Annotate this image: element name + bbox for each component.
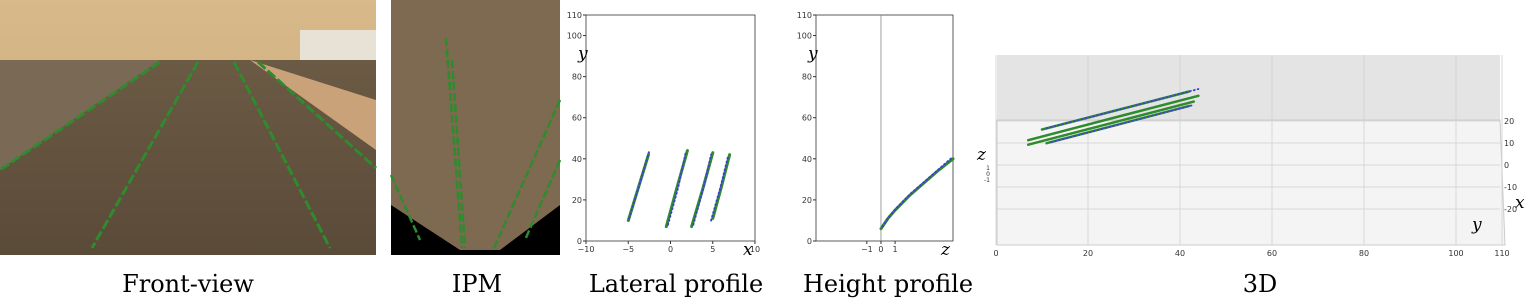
lane-line <box>879 157 955 231</box>
z-tick-label: 0 <box>986 171 990 178</box>
y-tick-label: 0 <box>807 237 812 246</box>
lane-line <box>881 155 954 228</box>
x-tick-label: 1 <box>893 245 898 254</box>
plot-frame <box>815 14 954 242</box>
lane-line <box>692 153 713 226</box>
y-tick-label: 60 <box>572 114 582 123</box>
z-axis-label: z <box>976 145 987 165</box>
x-tick-label: 20 <box>1504 117 1514 126</box>
lane-line-3d <box>1045 88 1200 130</box>
x-tick-label: 0 <box>878 245 883 254</box>
lane-line-3d <box>1026 100 1196 146</box>
x-tick-label: 5 <box>710 245 715 254</box>
lane-line <box>667 151 687 226</box>
y-axis-label: y <box>577 44 588 64</box>
x-tick-label: 0 <box>1504 161 1509 170</box>
lane-line-3d <box>1026 94 1200 142</box>
caption: Height profile <box>803 270 973 298</box>
y-tick-label: 100 <box>797 32 812 41</box>
caption: Front-view <box>122 270 254 298</box>
y-tick-label: 0 <box>993 249 998 258</box>
x-tick-label: -20 <box>1504 205 1517 214</box>
caption: 3D <box>1243 270 1278 298</box>
y-tick-label: 110 <box>797 11 812 20</box>
y-tick-label: 40 <box>572 155 582 164</box>
3d-panes <box>996 55 1506 246</box>
y-tick-label: 40 <box>1175 249 1185 258</box>
y-tick-label: 100 <box>1448 249 1463 258</box>
front-view-image <box>0 0 378 255</box>
y-tick-label: 20 <box>1083 249 1093 258</box>
lane-line <box>710 155 729 222</box>
x-tick-label: -10 <box>1504 183 1517 192</box>
caption: IPM <box>452 270 502 298</box>
x-axis-label: z <box>940 240 951 260</box>
x-tick-label: −5 <box>622 245 634 254</box>
caption: Lateral profile <box>589 270 763 298</box>
y-tick-label: 100 <box>567 32 582 41</box>
y-tick-label: 60 <box>802 114 812 123</box>
z-tick-label: -1 <box>984 177 990 184</box>
y-tick-label: 110 <box>567 11 582 20</box>
z-tick-label: 1 <box>986 165 990 172</box>
y-tick-label: 0 <box>577 237 582 246</box>
y-axis-label: y <box>1471 215 1482 235</box>
lane-line <box>664 149 689 229</box>
y-tick-label: 60 <box>1267 249 1277 258</box>
y-tick-label: 80 <box>572 73 582 82</box>
lane-line-3d <box>1050 104 1195 144</box>
x-tick-label: −1 <box>861 245 873 254</box>
y-tick-label: 80 <box>802 73 812 82</box>
y-axis-label: y <box>807 44 818 64</box>
x-tick-label: 10 <box>1504 139 1514 148</box>
y-tick-label: 110 <box>1494 249 1509 258</box>
y-tick-label: 20 <box>802 196 812 205</box>
x-tick-label: 10 <box>750 245 760 254</box>
y-tick-label: 80 <box>1359 249 1369 258</box>
x-axis-label: x <box>1515 193 1525 213</box>
lane-line <box>628 149 651 220</box>
x-axis-label: x <box>743 240 753 260</box>
x-tick-label: 0 <box>668 245 673 254</box>
y-tick-label: 40 <box>802 155 812 164</box>
x-tick-label: −10 <box>578 245 595 254</box>
ipm-image <box>389 0 562 255</box>
y-tick-label: 20 <box>572 196 582 205</box>
